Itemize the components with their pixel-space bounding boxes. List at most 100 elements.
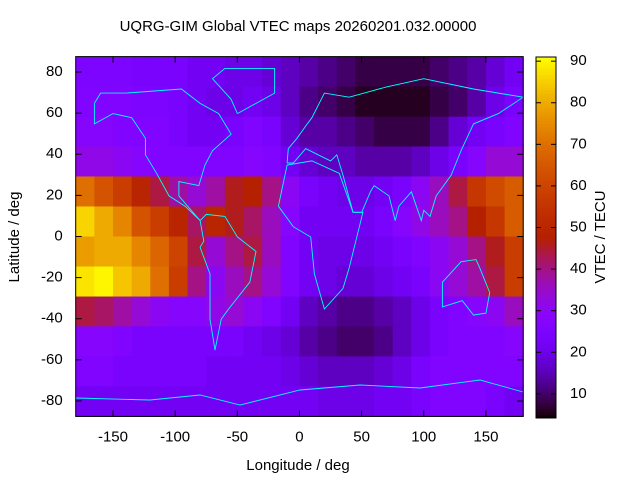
heatmap-cell	[411, 236, 431, 268]
heatmap-cell	[206, 236, 226, 268]
heatmap-cell	[280, 356, 300, 387]
heatmap-cell	[336, 296, 356, 328]
heatmap-cell	[224, 116, 245, 148]
heatmap-cell	[336, 326, 356, 357]
heatmap-cell	[318, 326, 338, 357]
colorbar-tick-label: 70	[570, 135, 587, 152]
colorbar-segment	[536, 99, 556, 103]
x-axis-label: Longitude / deg	[246, 457, 349, 474]
colorbar-segment	[536, 330, 556, 335]
heatmap-cell	[206, 206, 226, 237]
heatmap-cell	[318, 56, 338, 88]
y-tick-label: 0	[54, 227, 62, 244]
heatmap-cell	[392, 176, 412, 207]
colorbar-segment	[536, 366, 556, 371]
colorbar-segment	[536, 102, 556, 106]
heatmap-cell	[75, 386, 95, 417]
heatmap-cell	[243, 176, 263, 207]
heatmap-cell	[299, 236, 319, 268]
heatmap-cell	[374, 326, 394, 357]
heatmap-cell	[355, 56, 375, 88]
heatmap-cell	[206, 176, 226, 207]
heatmap-cell	[411, 146, 431, 177]
heatmap-cell	[374, 266, 394, 298]
heatmap-cell	[262, 116, 282, 148]
colorbar-segment	[536, 381, 556, 386]
heatmap-cell	[150, 266, 170, 298]
heatmap-cell	[243, 266, 263, 298]
colorbar-segment	[536, 303, 556, 308]
colorbar-segment	[536, 186, 556, 190]
heatmap-cell	[262, 206, 282, 237]
heatmap-cell	[355, 176, 375, 207]
colorbar-segment	[536, 216, 556, 220]
colorbar-segment	[536, 198, 556, 202]
colorbar-segment	[536, 90, 556, 94]
heatmap-cell	[168, 236, 189, 268]
colorbar-segment	[536, 141, 556, 145]
colorbar-segment	[536, 294, 556, 299]
heatmap-cell	[485, 296, 506, 328]
heatmap-cell	[374, 146, 394, 177]
coastlines	[75, 67, 524, 406]
heatmap-cell	[75, 56, 95, 88]
heatmap-cell	[131, 206, 151, 237]
y-tick-label: -60	[41, 351, 63, 368]
heatmap-cell	[485, 176, 506, 207]
heatmap-cell	[448, 356, 468, 387]
colorbar-tick-label: 90	[570, 52, 587, 69]
heatmap-cell	[280, 266, 300, 298]
heatmap-cell	[448, 116, 468, 148]
heatmap-cell	[485, 86, 506, 118]
y-tick-label: -20	[41, 269, 63, 286]
heatmap-cell	[448, 86, 468, 118]
heatmap-cell	[187, 326, 207, 357]
heatmap-cell	[94, 296, 114, 328]
heatmap-cell	[336, 146, 356, 177]
colorbar-segment	[536, 132, 556, 136]
heatmap-cell	[411, 176, 431, 207]
heatmap-cell	[299, 176, 319, 207]
heatmap-cell	[243, 56, 263, 88]
heatmap-cell	[355, 236, 375, 268]
heatmap-cell	[299, 86, 319, 118]
heatmap-cell	[485, 266, 506, 298]
coastline	[286, 78, 524, 223]
colorbar-segment	[536, 150, 556, 154]
heatmap-cell	[355, 326, 375, 357]
heatmap-cell	[411, 356, 431, 387]
heatmap-cell	[299, 56, 319, 88]
heatmap-cell	[485, 116, 506, 148]
heatmap-cell	[280, 146, 300, 177]
heatmap-cell	[467, 236, 487, 268]
heatmap-cell	[280, 326, 300, 357]
heatmap-cell	[168, 266, 189, 298]
heatmap-cell	[504, 296, 524, 328]
colorbar-segment	[536, 372, 556, 377]
colorbar-segment	[536, 207, 556, 211]
heatmap-cell	[94, 386, 114, 417]
heatmap-cell	[150, 236, 170, 268]
colorbar-segment	[536, 177, 556, 181]
y-tick-label: -40	[41, 310, 63, 327]
heatmap-cell	[206, 266, 226, 298]
colorbar-segment	[536, 222, 556, 226]
heatmap-cell	[429, 266, 450, 298]
heatmap-cell	[318, 266, 338, 298]
colorbar-segment	[536, 105, 556, 109]
colorbar-segment	[536, 276, 556, 281]
heatmap-cell	[485, 326, 506, 357]
colorbar-segment	[536, 120, 556, 124]
heatmap-cell	[318, 116, 338, 148]
heatmap-cell	[411, 326, 431, 357]
heatmap-cell	[280, 176, 300, 207]
heatmap-cell	[112, 386, 133, 417]
heatmap-cell	[485, 386, 506, 417]
colorbar-segment	[536, 339, 556, 344]
heatmap-cell	[187, 356, 207, 387]
colorbar-segment	[536, 309, 556, 314]
colorbar-segment	[536, 414, 556, 419]
heatmap-cell	[280, 56, 300, 88]
colorbar-segment	[536, 282, 556, 287]
heatmap-cell	[262, 56, 282, 88]
